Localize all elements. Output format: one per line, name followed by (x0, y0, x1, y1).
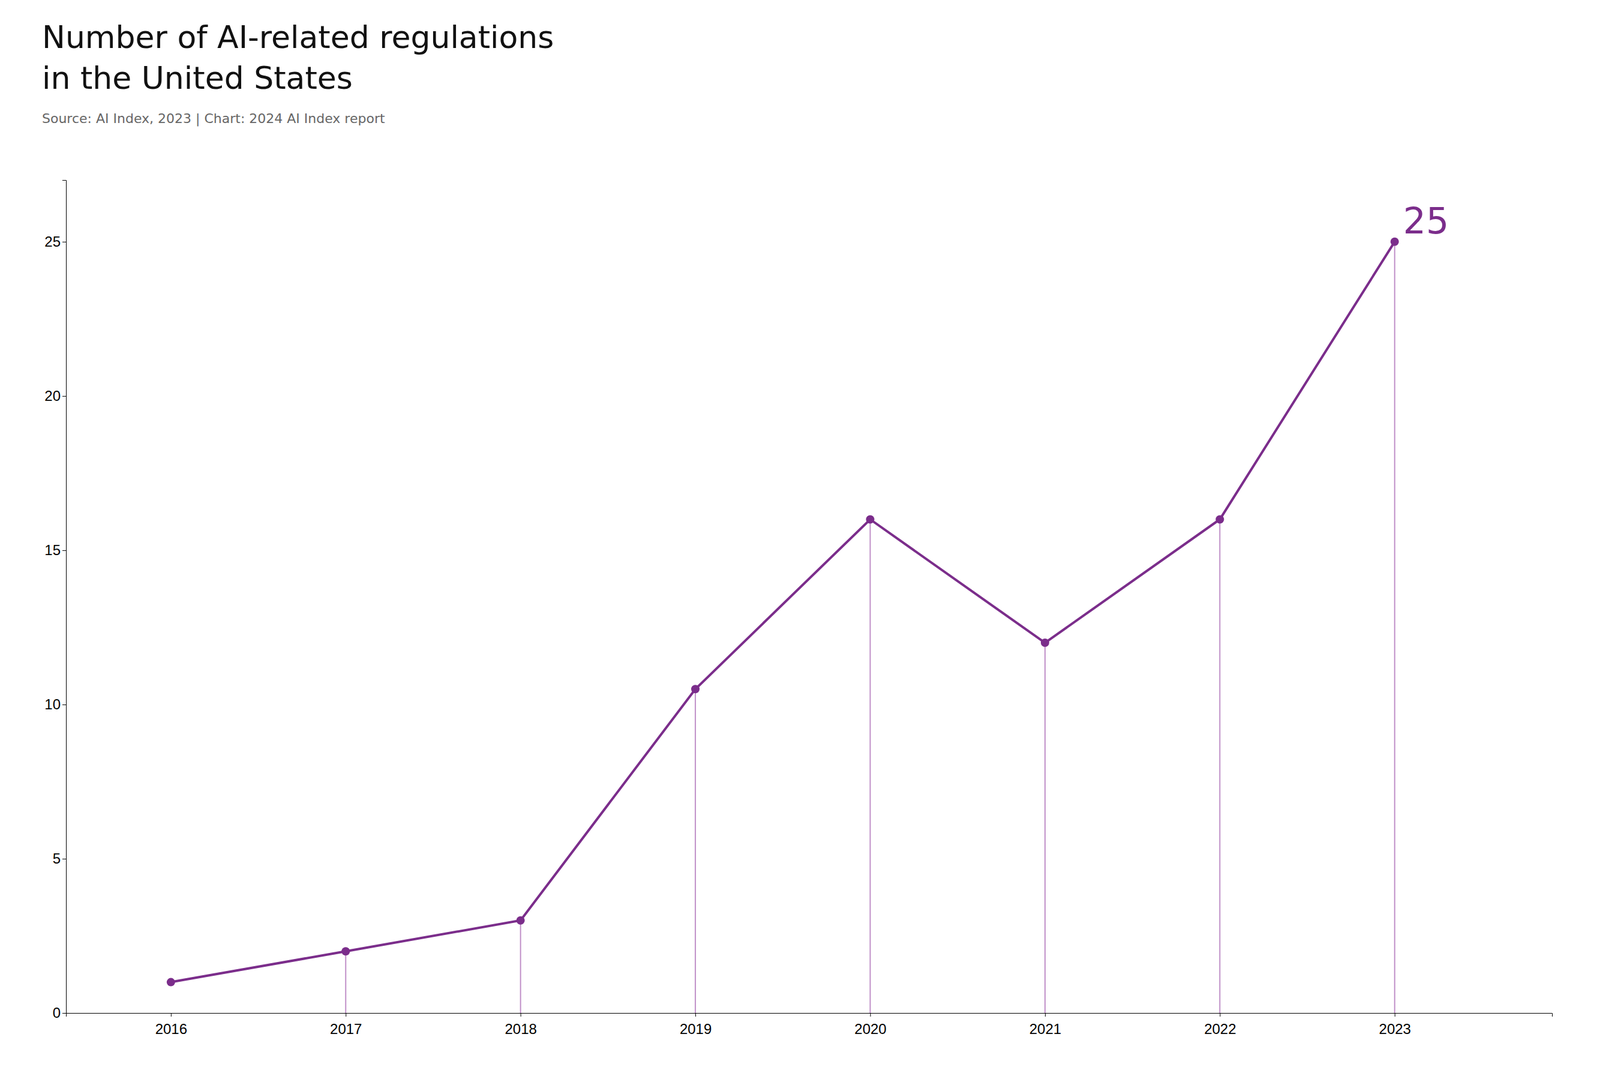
y-tick-label: 0 (52, 1004, 61, 1021)
x-tick-mark (1394, 1012, 1396, 1017)
x-tick-label: 2020 (854, 1020, 887, 1037)
drop-line (694, 688, 696, 1013)
y-tick-mark (62, 704, 66, 705)
x-tick: 2021 (1029, 1012, 1062, 1037)
source: Source: AI Index, 2023 | Chart: 2024 AI … (41, 110, 386, 127)
x-tick: 2022 (1204, 1012, 1236, 1037)
y-tick-label: 15 (44, 541, 61, 558)
x-tick-mark (1045, 1012, 1046, 1017)
y-tick: 20 (44, 387, 66, 404)
x-axis-line (66, 1013, 1553, 1017)
x-tick-label: 2016 (155, 1020, 188, 1037)
x-tick-mark (869, 1012, 871, 1017)
x-tick-mark (345, 1012, 347, 1017)
x-tick-label: 2023 (1379, 1020, 1412, 1037)
drop-lines (345, 241, 1395, 1013)
y-tick-mark (62, 241, 66, 243)
y-tick: 25 (44, 233, 66, 250)
x-tick: 2019 (679, 1012, 712, 1037)
y-tick-mark (62, 550, 66, 551)
drop-line (869, 518, 871, 1013)
x-axis: 2016 2017 2018 2019 2020 2021 2022 2023 (66, 1012, 1553, 1037)
x-tick-mark (170, 1012, 172, 1017)
subtitle: in the United States (41, 59, 353, 96)
annotation: 25 (1403, 199, 1449, 242)
x-tick: 2020 (854, 1012, 887, 1037)
y-axis-line (62, 180, 67, 1014)
chart: Number of AI-related regulationsin the U… (0, 0, 1600, 1067)
marker (691, 684, 700, 693)
y-tick-mark (62, 858, 66, 860)
y-tick-mark (62, 1012, 66, 1014)
y-tick-label: 20 (44, 387, 61, 404)
y-tick-label: 5 (52, 850, 61, 867)
y-tick: 0 (52, 1004, 66, 1021)
x-tick: 2018 (504, 1012, 537, 1037)
drop-line (520, 920, 522, 1013)
drop-line (1219, 518, 1221, 1013)
y-tick-mark (62, 395, 66, 397)
marker (166, 977, 176, 987)
x-tick-label: 2017 (329, 1020, 362, 1037)
x-tick-label: 2019 (679, 1020, 712, 1037)
marker (341, 946, 350, 956)
x-tick: 2017 (329, 1012, 362, 1037)
y-tick-label: 10 (44, 695, 61, 713)
x-tick: 2023 (1379, 1012, 1412, 1037)
x-tick-mark (1219, 1012, 1221, 1017)
markers (166, 237, 1400, 987)
line (170, 241, 1395, 983)
y-tick: 15 (44, 541, 66, 558)
drop-line (1394, 241, 1396, 1013)
x-tick-label: 2021 (1029, 1020, 1062, 1037)
marker (1215, 514, 1224, 524)
marker (1040, 638, 1050, 647)
drop-line (344, 950, 347, 1013)
y-tick: 10 (44, 695, 66, 713)
plot: 2016 2017 2018 2019 2020 2021 2022 2023 0 5 10 15 20… (44, 180, 1553, 1038)
marker (516, 916, 525, 925)
x-tick-label: 2022 (1204, 1020, 1236, 1037)
title: Number of AI-related regulations (41, 19, 554, 56)
x-tick-mark (520, 1012, 522, 1017)
marker (1390, 237, 1400, 246)
x-tick-mark (695, 1012, 696, 1017)
y-tick: 5 (52, 850, 66, 867)
marks (166, 237, 1400, 1013)
marker (865, 514, 875, 524)
y-tick-label: 25 (44, 233, 61, 250)
x-tick: 2016 (155, 1012, 188, 1037)
y-axis: 0 5 10 15 20 25 (44, 180, 66, 1022)
drop-line (1044, 642, 1046, 1013)
x-tick-label: 2018 (504, 1020, 537, 1037)
